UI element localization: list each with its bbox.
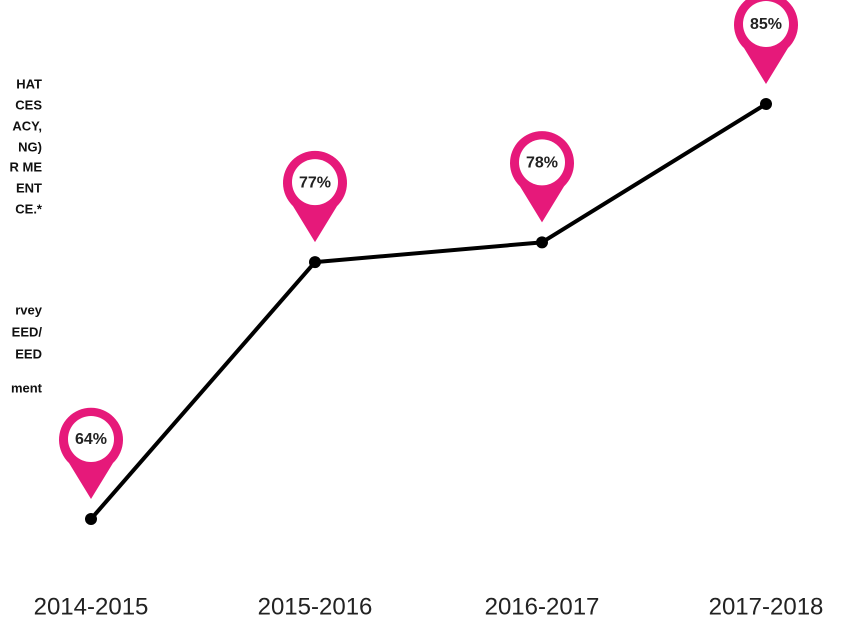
line bbox=[89, 102, 768, 521]
value-label: 77% bbox=[299, 174, 331, 191]
note-line: EED bbox=[15, 346, 42, 361]
annotation-line: CES bbox=[15, 97, 42, 112]
annotation-line: HAT bbox=[16, 76, 42, 91]
pin-center bbox=[292, 159, 338, 206]
x-tick-label: 2014-2015 bbox=[34, 593, 149, 620]
pin-center bbox=[743, 1, 789, 47]
point bbox=[309, 256, 321, 269]
note-line: rvey bbox=[15, 302, 43, 317]
x-tick-label: 2017-2018 bbox=[709, 593, 824, 620]
x-tick-label: 2015-2016 bbox=[258, 593, 373, 620]
annotation-line: ENT bbox=[16, 180, 42, 195]
value-label: 64% bbox=[75, 431, 107, 448]
annotation-line: R ME bbox=[10, 159, 43, 174]
pin-center bbox=[68, 416, 114, 462]
note-line: ment bbox=[11, 380, 43, 395]
pin-center bbox=[519, 139, 565, 186]
value-label: 78% bbox=[526, 155, 558, 172]
point bbox=[760, 98, 772, 110]
annotation-line: NG) bbox=[18, 139, 42, 154]
note-line: EED/ bbox=[12, 324, 43, 339]
annotation-line: ACY, bbox=[12, 118, 42, 133]
annotation-line: CE.* bbox=[15, 201, 43, 216]
point bbox=[85, 513, 97, 525]
point bbox=[536, 236, 548, 249]
value-label: 85% bbox=[750, 16, 782, 33]
x-tick-label: 2016-2017 bbox=[485, 593, 600, 620]
